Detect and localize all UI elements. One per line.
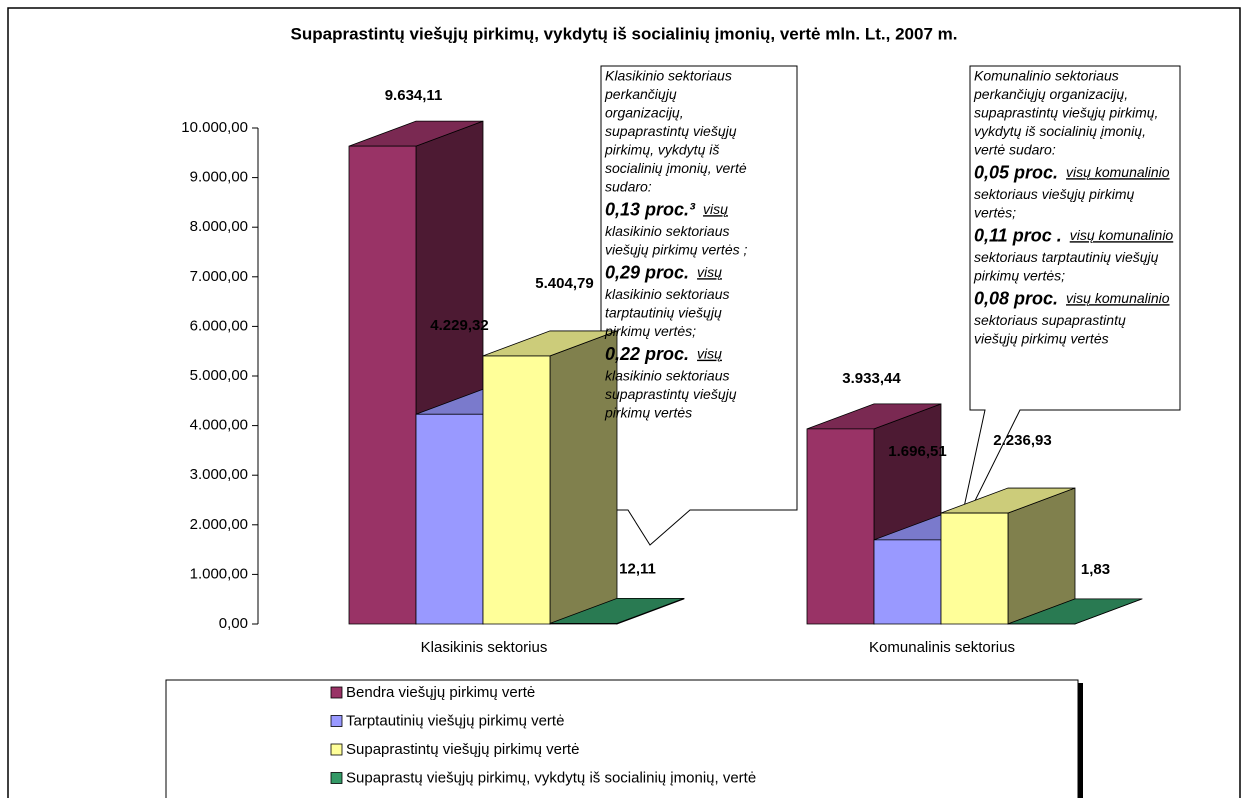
bar-face bbox=[940, 512, 1009, 625]
legend-swatch bbox=[330, 715, 343, 727]
y-tick-label: 2.000,00 bbox=[190, 516, 248, 533]
bar-face bbox=[348, 145, 417, 625]
annotation: socialinių įmonių, vertė bbox=[605, 160, 747, 176]
value-label: 1.696,51 bbox=[888, 443, 946, 460]
y-tick-label: 1.000,00 bbox=[190, 565, 248, 582]
annotation: klasikinio sektoriaus bbox=[605, 223, 730, 239]
annotation: perkančiųjų organizacijų, bbox=[973, 86, 1128, 102]
annotation: vertė sudaro: bbox=[974, 142, 1056, 158]
annotation: 0,11 proc . bbox=[974, 225, 1062, 245]
annotation: pirkimų vertės bbox=[604, 405, 692, 421]
annotation: sudaro: bbox=[605, 179, 652, 195]
annotation: visų bbox=[703, 201, 728, 217]
bar bbox=[482, 330, 618, 625]
annotation: organizacijų, bbox=[605, 105, 684, 121]
value-label: 1,83 bbox=[1081, 561, 1110, 578]
annotation: 0,13 proc.³ bbox=[605, 199, 696, 219]
annotation: visų komunalinio bbox=[1070, 227, 1174, 243]
bar bbox=[940, 487, 1076, 625]
bar-face bbox=[873, 539, 942, 625]
legend-swatch bbox=[330, 743, 343, 756]
value-label: 12,11 bbox=[619, 560, 656, 577]
annotation: klasikinio sektoriaus bbox=[605, 368, 730, 384]
annotation: Komunalinio sektoriaus bbox=[974, 68, 1119, 84]
y-tick-label: 8.000,00 bbox=[190, 218, 248, 235]
annotation: vertės; bbox=[974, 205, 1016, 221]
annotation: klasikinio sektoriaus bbox=[605, 286, 730, 302]
bar bbox=[1007, 598, 1143, 625]
value-label: 3.933,44 bbox=[842, 370, 901, 387]
y-tick-label: 6.000,00 bbox=[190, 317, 248, 334]
y-tick-label: 9.000,00 bbox=[190, 169, 248, 186]
annotation: 0,08 proc. bbox=[974, 288, 1058, 308]
y-tick-label: 0,00 bbox=[219, 615, 248, 632]
callout bbox=[957, 65, 1181, 536]
value-label: 2.236,93 bbox=[993, 432, 1051, 449]
value-label: 9.634,11 bbox=[385, 87, 443, 104]
legend-shadow bbox=[1077, 683, 1083, 798]
y-tick-label: 7.000,00 bbox=[190, 268, 248, 285]
legend-label: Supaprastintų viešųjų pirkimų vertė bbox=[346, 741, 579, 758]
legend-swatch bbox=[330, 686, 343, 699]
x-tick-label: Klasikinis sektorius bbox=[421, 639, 548, 656]
annotation: supaprastintų viešųjų pirkimų, bbox=[974, 105, 1158, 121]
annotation: 0,05 proc. bbox=[974, 162, 1058, 182]
annotation: sektoriaus tarptautinių viešųjų bbox=[974, 249, 1159, 265]
chart-title: Supaprastintų viešųjų pirkimų, vykdytų i… bbox=[291, 24, 958, 43]
bar-face bbox=[415, 413, 484, 625]
legend-label: Tarptautinių viešųjų pirkimų vertė bbox=[346, 712, 564, 729]
legend-swatch bbox=[330, 772, 343, 784]
annotation: tarptautinių viešųjų bbox=[605, 305, 722, 321]
bar bbox=[549, 597, 685, 625]
y-tick-label: 3.000,00 bbox=[190, 466, 248, 483]
annotation: visų bbox=[697, 346, 722, 362]
legend-label: Supaprastų viešųjų pirkimų, vykdytų iš s… bbox=[346, 769, 756, 786]
annotation: vykdytų iš socialinių įmonių, bbox=[974, 123, 1146, 139]
annotation: sektoriaus viešųjų pirkimų bbox=[974, 186, 1134, 202]
annotation: 0,22 proc. bbox=[605, 344, 689, 364]
annotation: Klasikinio sektoriaus bbox=[605, 68, 732, 84]
y-tick-label: 10.000,00 bbox=[181, 119, 248, 136]
legend bbox=[165, 679, 1079, 798]
value-label: 4.229,32 bbox=[430, 317, 488, 334]
annotation: pirkimų, vykdytų iš bbox=[604, 142, 719, 158]
annotation: visų komunalinio bbox=[1066, 164, 1170, 180]
bar-face bbox=[549, 622, 618, 625]
y-tick-label: 4.000,00 bbox=[190, 417, 248, 434]
annotation: pirkimų vertės; bbox=[604, 323, 696, 339]
annotation: visų bbox=[697, 264, 722, 280]
annotation: viešųjų pirkimų vertės bbox=[974, 331, 1109, 347]
annotation: visų komunalinio bbox=[1066, 290, 1170, 306]
chart-frame bbox=[7, 7, 1241, 798]
y-tick-label: 5.000,00 bbox=[190, 367, 248, 384]
annotation: pirkimų vertės; bbox=[973, 268, 1065, 284]
annotation: sektoriaus supaprastintų bbox=[974, 312, 1126, 328]
annotation: perkančiųjų bbox=[604, 86, 677, 102]
annotation: supaprastintų viešųjų bbox=[605, 123, 737, 139]
bar-face bbox=[482, 355, 551, 625]
annotation: 0,29 proc. bbox=[605, 262, 689, 282]
bar-face bbox=[806, 428, 875, 625]
value-label: 5.404,79 bbox=[535, 275, 593, 292]
annotation: viešųjų pirkimų vertės ; bbox=[605, 242, 747, 258]
legend-label: Bendra viešųjų pirkimų vertė bbox=[346, 684, 535, 701]
x-tick-label: Komunalinis sektorius bbox=[869, 639, 1015, 656]
annotation: supaprastintų viešųjų bbox=[605, 386, 737, 402]
